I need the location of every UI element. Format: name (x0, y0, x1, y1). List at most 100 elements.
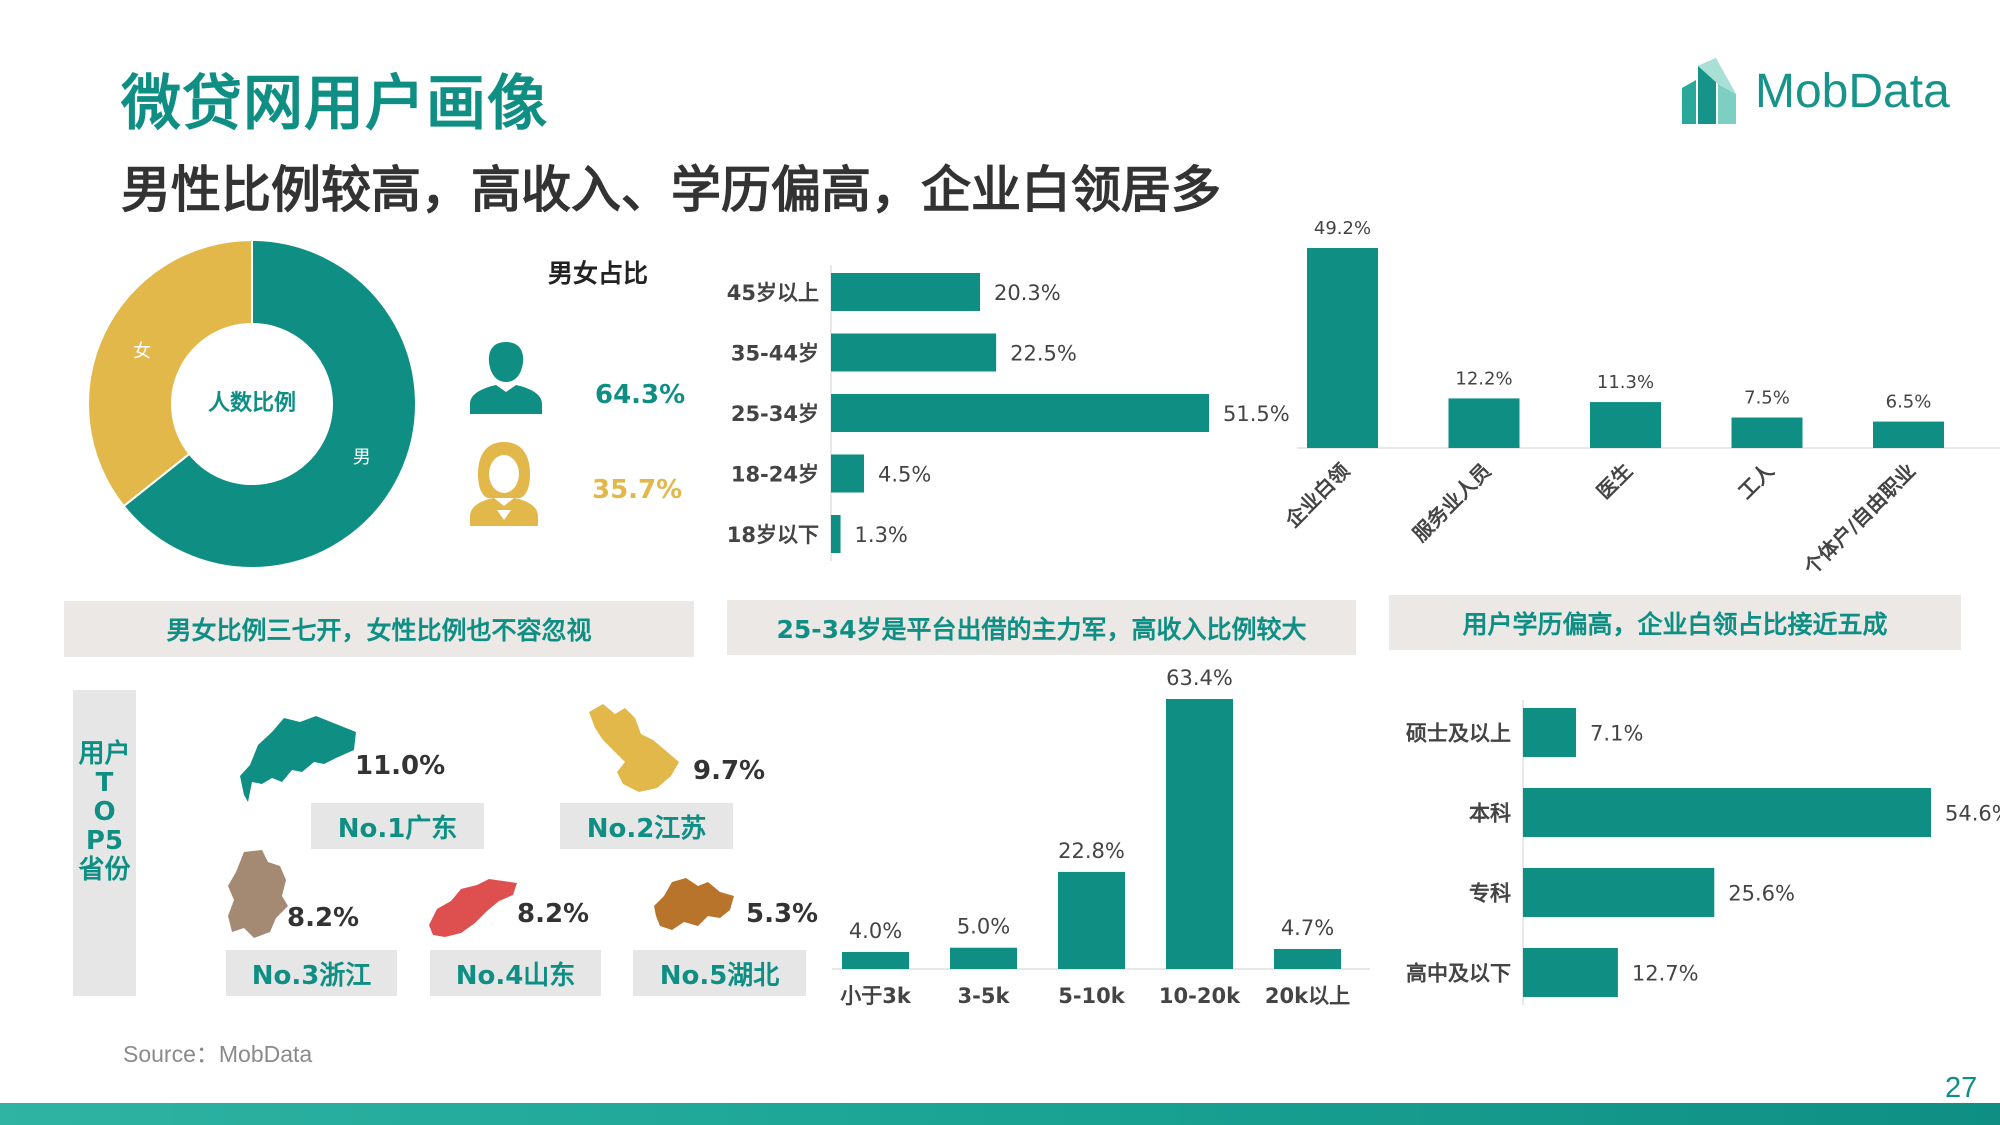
female-percentage: 35.7% (592, 475, 683, 505)
gender-donut-chart: 人数比例 男 女 (87, 238, 417, 569)
category-label-4: 18岁以下 (727, 523, 819, 547)
gender-legend-title: 男女占比 (548, 259, 649, 288)
bar-1 (1448, 398, 1520, 448)
education-caption: 用户学历偏高，企业白领占比接近五成 (1389, 595, 1961, 650)
category-label-1: 3-5k (958, 984, 1011, 1008)
province-5-pct: 5.3% (746, 899, 819, 929)
value-label-4: 4.7% (1281, 916, 1334, 940)
source-note: Source：MobData (123, 1041, 313, 1067)
bar-4 (1873, 421, 1944, 448)
age-bar-chart: 45岁以上 20.3% 35-44岁 22.5% 25-34岁 51.5% 18-24岁 4.… (727, 265, 1290, 561)
top5-provinces-label-box: 用户 T O P5 省份 (73, 690, 136, 996)
donut-slice-0 (122, 238, 417, 569)
value-label-3: 63.4% (1166, 666, 1233, 690)
guangdong-map-icon (240, 716, 356, 802)
province-1-pct: 11.0% (355, 751, 446, 781)
province-4-pct: 8.2% (517, 899, 590, 929)
category-label-0: 企业白领 (1280, 459, 1354, 533)
value-label-3: 7.5% (1744, 388, 1790, 409)
category-label-1: 服务业人员 (1408, 459, 1496, 547)
value-label-1: 54.6% (1945, 802, 2000, 826)
category-label-4: 个体户/自由职业 (1798, 459, 1920, 581)
value-label-2: 51.5% (1223, 402, 1290, 426)
bar-4 (1274, 948, 1341, 969)
hubei-map-icon (654, 878, 734, 930)
category-label-3: 工人 (1733, 458, 1779, 504)
brand-logo: MobData (1682, 58, 1962, 124)
donut-center-label: 人数比例 (208, 390, 296, 416)
bar-3 (1166, 699, 1233, 969)
bar-0 (831, 273, 980, 311)
value-label-4: 6.5% (1886, 392, 1932, 413)
male-percentage: 64.3% (595, 380, 686, 410)
page-number: 27 (1945, 1072, 1978, 1104)
value-label-2: 25.6% (1728, 882, 1795, 906)
value-label-3: 12.7% (1632, 962, 1699, 986)
value-label-3: 4.5% (878, 463, 931, 487)
value-label-1: 12.2% (1455, 368, 1512, 389)
bar-2 (1590, 402, 1661, 448)
value-label-0: 49.2% (1314, 218, 1371, 239)
occupation-bar-chart: 49.2% 企业白领 12.2% 服务业人员 11.3% 医生 7.5% 工人 6.5% 个体户/… (1280, 218, 2000, 581)
value-label-1: 22.5% (1010, 342, 1077, 366)
value-label-2: 11.3% (1597, 372, 1654, 393)
category-label-0: 小于3k (840, 984, 912, 1008)
bar-3 (831, 454, 865, 493)
province-2-rank: No.2江苏 (560, 803, 733, 849)
bar-0 (1307, 248, 1378, 448)
bottom-decoration-bar (0, 1103, 2000, 1125)
male-person-icon (470, 342, 542, 414)
category-label-0: 45岁以上 (727, 281, 819, 305)
value-label-1: 5.0% (957, 915, 1010, 939)
province-5-rank: No.5湖北 (633, 950, 806, 996)
category-label-2: 25-34岁 (731, 402, 819, 426)
shandong-map-icon (429, 879, 517, 937)
top5-provinces-label: 用户 T O P5 省份 (78, 739, 131, 885)
category-label-1: 35-44岁 (731, 342, 819, 366)
page-subtitle: 男性比例较高，高收入、学历偏高，企业白领居多 (121, 161, 1221, 219)
bar-2 (1058, 871, 1125, 969)
province-4-rank: No.4山东 (430, 950, 601, 996)
brand-name: MobData (1755, 65, 1950, 118)
bar-2 (1523, 868, 1715, 917)
value-label-4: 1.3% (855, 523, 908, 547)
category-label-1: 本科 (1469, 802, 1511, 826)
jiangsu-map-icon (589, 704, 679, 792)
category-label-3: 10-20k (1159, 984, 1241, 1008)
category-label-0: 硕士及以上 (1406, 722, 1511, 746)
value-label-0: 4.0% (849, 919, 902, 943)
income-bar-chart: 4.0% 小于3k 5.0% 3-5k 22.8% 5-10k 63.4% 10-20k 4.7… (832, 666, 1370, 1008)
category-label-2: 专科 (1469, 882, 1511, 906)
province-3-rank: No.3浙江 (226, 950, 397, 996)
bar-4 (831, 515, 841, 553)
value-label-2: 22.8% (1058, 839, 1125, 863)
bar-0 (1523, 708, 1577, 757)
province-1-rank: No.1广东 (311, 803, 484, 849)
female-person-icon (470, 442, 538, 526)
donut-slice-label-female: 女 (133, 341, 151, 362)
value-label-0: 7.1% (1590, 722, 1643, 746)
category-label-2: 5-10k (1058, 984, 1126, 1008)
bar-1 (831, 333, 997, 372)
bar-3 (1731, 417, 1803, 448)
gender-caption: 男女比例三七开，女性比例也不容忽视 (64, 601, 694, 657)
bar-2 (831, 394, 1209, 432)
donut-slice-1 (87, 238, 253, 508)
category-label-3: 高中及以下 (1406, 962, 1511, 986)
education-bar-chart: 硕士及以上 7.1% 本科 54.6% 专科 25.6% 高中及以下 12.7% (1406, 700, 2000, 1005)
value-label-0: 20.3% (994, 281, 1061, 305)
mobdata-logo-icon (1682, 58, 1736, 124)
category-label-2: 医生 (1592, 459, 1637, 504)
bar-0 (842, 951, 909, 969)
category-label-3: 18-24岁 (731, 463, 819, 487)
zhejiang-map-icon (228, 850, 288, 938)
bar-3 (1523, 948, 1618, 997)
age-caption: 25-34岁是平台出借的主力军，高收入比例较大 (727, 600, 1356, 655)
province-3-pct: 8.2% (287, 903, 360, 933)
category-label-4: 20k以上 (1265, 984, 1350, 1008)
bar-1 (950, 947, 1017, 969)
donut-slice-label-male: 男 (353, 447, 371, 468)
province-2-pct: 9.7% (693, 756, 766, 786)
page-title: 微贷网用户画像 (121, 69, 548, 139)
bar-1 (1523, 788, 1931, 837)
